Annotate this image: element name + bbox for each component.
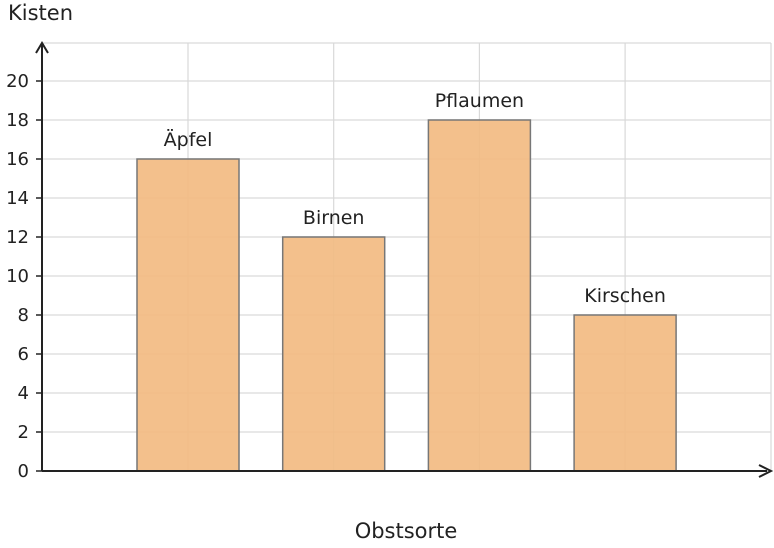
y-axis-title: Kisten xyxy=(8,1,73,25)
x-axis-arrow xyxy=(758,464,774,478)
axes xyxy=(35,41,774,478)
y-tick-label: 12 xyxy=(6,227,29,248)
bar-label: Äpfel xyxy=(164,128,213,151)
y-tick-label: 6 xyxy=(18,344,29,365)
bar-birnen xyxy=(281,236,386,472)
bar-kirschen xyxy=(573,314,677,472)
bar-label: Pflaumen xyxy=(435,90,524,112)
y-tick-label: 16 xyxy=(6,149,29,170)
bars xyxy=(136,119,677,472)
bar-pflaumen xyxy=(427,119,532,472)
y-axis-arrow xyxy=(35,41,49,54)
y-tick-labels: 0 2 4 6 8 10 12 14 16 18 20 xyxy=(6,71,29,482)
bar-label: Kirschen xyxy=(584,285,666,307)
y-tick-label: 20 xyxy=(6,71,29,92)
y-tick-label: 4 xyxy=(18,383,29,404)
y-tick-label: 2 xyxy=(18,422,29,443)
y-tick-label: 14 xyxy=(6,188,29,209)
bar-äpfel xyxy=(136,158,240,472)
y-tick-label: 0 xyxy=(18,461,29,482)
bar-labels: Äpfel Birnen Pflaumen Kirschen xyxy=(164,90,666,307)
y-tick-label: 18 xyxy=(6,110,29,131)
y-tick-label: 10 xyxy=(6,266,29,287)
y-tick-label: 8 xyxy=(18,305,29,326)
bar-label: Birnen xyxy=(303,207,365,229)
x-axis-title: Obstsorte xyxy=(355,519,458,543)
